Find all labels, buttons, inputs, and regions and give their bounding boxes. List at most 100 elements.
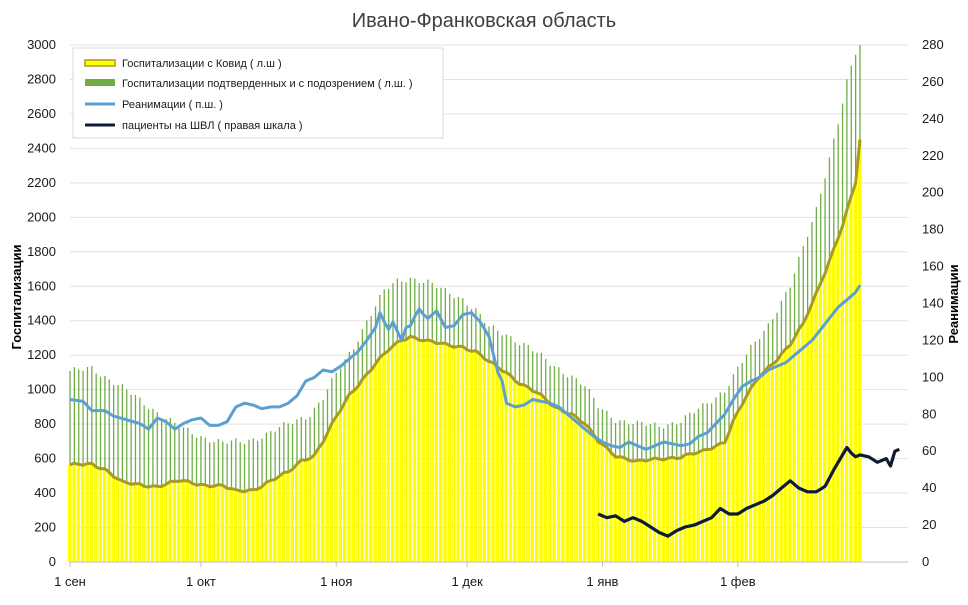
bar-covid	[321, 442, 325, 562]
bar-covid	[382, 353, 386, 562]
bar-covid	[242, 491, 246, 562]
y-right-tick-label: 120	[922, 332, 944, 347]
y-left-tick-label: 2000	[27, 209, 56, 224]
bar-covid	[591, 434, 596, 562]
bar-covid	[177, 481, 181, 562]
bar-covid	[779, 353, 783, 562]
bar-covid	[159, 486, 164, 562]
bar-covid	[478, 354, 482, 562]
bar-covid	[308, 458, 312, 562]
bar-covid	[626, 460, 631, 562]
bar-covid	[587, 427, 591, 562]
bar-covid	[294, 464, 299, 562]
bar-covid	[801, 323, 805, 562]
bar-covid	[491, 362, 495, 562]
bar-covid	[469, 351, 473, 562]
bar-covid	[434, 343, 439, 562]
bar-covid	[373, 363, 377, 562]
bar-covid	[94, 467, 98, 562]
bar-covid	[452, 347, 456, 562]
bar-covid	[827, 260, 831, 562]
bar-covid	[185, 480, 190, 562]
y-right-tick-label: 0	[922, 554, 929, 569]
bar-covid	[360, 379, 364, 562]
bar-covid	[604, 447, 609, 562]
bar-covid	[342, 401, 347, 562]
y-left-tick-label: 1200	[27, 347, 56, 362]
bar-covid	[229, 488, 233, 562]
bar-covid	[68, 464, 72, 562]
y-axis-right-title: Реанимации	[946, 264, 961, 343]
bar-covid	[198, 484, 203, 562]
bar-covid	[390, 345, 395, 562]
y-right-tick-label: 180	[922, 222, 944, 237]
bar-covid	[753, 382, 757, 562]
bar-covid	[137, 483, 142, 562]
y-left-tick-label: 2800	[27, 71, 56, 86]
bar-covid	[796, 329, 801, 562]
bar-covid	[124, 482, 129, 562]
bar-covid	[303, 460, 308, 562]
bar-covid	[338, 410, 343, 562]
bar-covid	[194, 485, 198, 562]
bar-covid	[740, 405, 744, 562]
bar-covid	[805, 314, 810, 562]
bar-covid	[225, 488, 229, 562]
y-left-tick-label: 800	[34, 416, 56, 431]
legend-label-icu: Реанимации ( п.ш. )	[122, 99, 223, 111]
bar-covid	[718, 443, 722, 562]
bar-covid	[255, 489, 260, 562]
bar-covid	[600, 444, 604, 562]
bar-covid	[648, 459, 652, 562]
bar-covid	[622, 457, 626, 562]
y-right-tick-label: 60	[922, 443, 936, 458]
legend-swatch-confirmed-suspected	[85, 79, 115, 86]
bar-covid	[133, 483, 137, 562]
bar-covid	[517, 384, 521, 562]
bar-covid	[552, 406, 556, 562]
y-right-tick-label: 20	[922, 517, 936, 532]
y-right-tick-label: 280	[922, 37, 944, 52]
bar-covid	[364, 373, 369, 562]
bar-covid	[246, 489, 251, 562]
bar-covid	[369, 370, 373, 562]
bar-covid	[233, 489, 238, 562]
bar-covid	[535, 392, 539, 562]
bar-covid	[181, 480, 185, 562]
y-left-tick-label: 0	[49, 554, 56, 569]
bar-covid	[757, 377, 762, 562]
bar-covid	[635, 460, 639, 562]
x-tick-label: 1 янв	[586, 574, 618, 589]
bar-covid	[155, 486, 159, 562]
bar-covid	[683, 454, 687, 562]
bar-covid	[727, 432, 731, 562]
bar-covid	[81, 465, 85, 562]
bar-covid	[631, 461, 635, 562]
bar-covid	[556, 407, 561, 562]
bar-covid	[351, 390, 356, 562]
bar-covid	[613, 457, 617, 562]
legend-swatch-covid	[84, 59, 116, 67]
bar-covid	[421, 340, 425, 562]
bar-covid	[473, 350, 478, 562]
bar-covid	[417, 340, 421, 562]
bar-covid	[508, 375, 513, 562]
bar-covid	[543, 399, 548, 562]
y-right-tick-label: 220	[922, 148, 944, 163]
bar-covid	[513, 380, 517, 562]
bar-covid	[203, 484, 207, 562]
bar-covid	[212, 486, 216, 562]
bar-covid	[692, 454, 696, 562]
bar-covid	[792, 337, 796, 562]
y-right-tick-label: 260	[922, 74, 944, 89]
bar-covid	[840, 226, 844, 562]
bar-covid	[844, 209, 849, 562]
area-series	[68, 139, 862, 563]
y-right-tick-label: 160	[922, 259, 944, 274]
y-left-tick-label: 1000	[27, 382, 56, 397]
bar-covid	[713, 445, 718, 562]
bar-covid	[98, 468, 102, 562]
bar-covid	[142, 486, 146, 562]
